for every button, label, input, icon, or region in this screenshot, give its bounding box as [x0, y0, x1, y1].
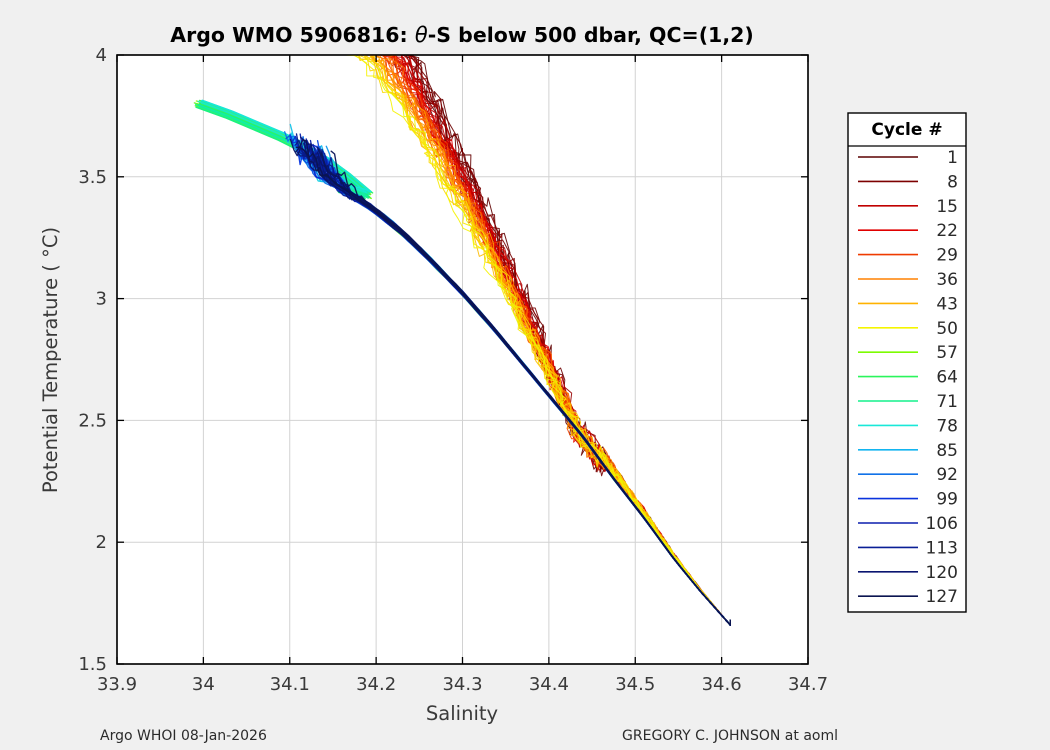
x-tick-label: 34.2	[356, 674, 396, 695]
x-tick-label: 34.6	[702, 674, 742, 695]
legend-label[interactable]: 71	[936, 392, 958, 412]
legend-label[interactable]: 36	[936, 270, 958, 290]
x-tick-label: 34.3	[442, 674, 482, 695]
legend-label[interactable]: 57	[936, 343, 958, 363]
legend-label[interactable]: 106	[926, 514, 958, 534]
axis-ticks: 33.9 34 34.1 34.2 34.3 34.4 34.5 34.6 34.71.522.…	[78, 45, 828, 695]
legend-label[interactable]: 120	[926, 563, 958, 583]
y-tick-label: 4	[96, 45, 107, 66]
data-traces	[193, 54, 731, 626]
legend-box	[847, 112, 967, 613]
legend-label[interactable]: 15	[936, 197, 958, 217]
legend-label[interactable]: 64	[936, 368, 958, 388]
y-axis-label: Potential Temperature ( °C)	[39, 227, 62, 493]
x-tick-label: 34.4	[529, 674, 569, 695]
legend-label[interactable]: 29	[936, 246, 958, 266]
footer-right: GREGORY C. JOHNSON at aoml	[622, 728, 838, 744]
y-tick-label: 1.5	[78, 654, 107, 675]
y-tick-label: 3	[96, 289, 107, 310]
x-tick-label: 34.1	[270, 674, 310, 695]
chart-title: Argo WMO 5906816: θ-S below 500 dbar, QC…	[170, 23, 754, 47]
profile-trace	[365, 58, 731, 626]
legend-label[interactable]: 92	[936, 465, 958, 485]
legend-label[interactable]: 78	[936, 416, 958, 436]
x-tick-label: 33.9	[97, 674, 137, 695]
legend-label[interactable]: 22	[936, 221, 958, 241]
legend-label[interactable]: 1	[947, 148, 958, 168]
gridlines	[117, 55, 808, 664]
profile-trace	[295, 146, 731, 626]
legend[interactable]: Cycle # 18152229364350576471788592991061…	[847, 112, 967, 613]
legend-label[interactable]: 127	[926, 587, 958, 607]
x-axis-label: Salinity	[426, 702, 498, 725]
legend-label[interactable]: 85	[936, 441, 958, 461]
legend-label[interactable]: 8	[947, 172, 958, 192]
legend-items[interactable]: 1 8 15 22 29 36 43 50 57 64 71 78 85 92 99 106 113 120 127	[858, 148, 958, 607]
legend-label[interactable]: 99	[936, 490, 958, 510]
legend-label[interactable]: 113	[926, 538, 958, 558]
x-tick-label: 34.7	[788, 674, 828, 695]
y-tick-label: 3.5	[78, 167, 107, 188]
legend-label[interactable]: 50	[936, 319, 958, 339]
legend-label[interactable]: 43	[936, 294, 958, 314]
x-tick-label: 34	[192, 674, 215, 695]
legend-title: Cycle #	[871, 120, 942, 140]
x-tick-label: 34.5	[615, 674, 655, 695]
y-tick-label: 2	[96, 532, 107, 553]
footer-left: Argo WHOI 08-Jan-2026	[100, 728, 267, 744]
y-tick-label: 2.5	[78, 410, 107, 431]
